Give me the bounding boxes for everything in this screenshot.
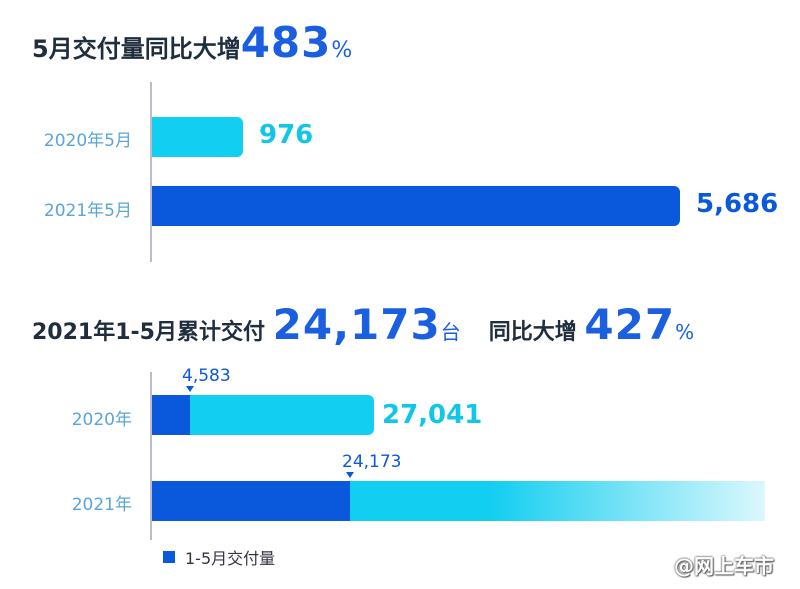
watermark-logo: @网上车市 xyxy=(674,554,774,578)
section2-title-unit: 台 xyxy=(440,320,461,344)
legend-label: 1-5月交付量 xyxy=(185,549,276,568)
chart2-bar-2020-total xyxy=(152,395,374,435)
chart1-bar-2020 xyxy=(152,117,243,157)
chart2-marker-label-2020: 4,583 xyxy=(182,366,231,386)
section2-title-value: 24,173 xyxy=(272,300,441,349)
chart1-category-2020: 2020年5月 xyxy=(43,131,132,151)
chart1-value-2021: 5,686 xyxy=(696,189,779,219)
chart1-category-2021: 2021年5月 xyxy=(43,201,132,221)
chart2-axis xyxy=(150,372,152,540)
section2-title-unit2: % xyxy=(675,320,695,344)
chart1-value-2020: 976 xyxy=(259,120,314,150)
chart2-category-2021: 2021年 xyxy=(71,495,132,515)
section2-title-value2: 427 xyxy=(584,300,676,349)
section2-title-prefix: 2021年1-5月累计交付 xyxy=(32,320,265,345)
chart2-value-2020-total: 27,041 xyxy=(382,400,483,430)
chart2-bar-2021-track xyxy=(152,481,765,521)
section1-title: 5月交付量同比大增483% xyxy=(32,18,352,67)
section1-title-value: 483 xyxy=(240,18,332,67)
chart2-marker-2020 xyxy=(186,386,194,392)
chart2-category-2020: 2020年 xyxy=(71,410,132,430)
chart2-bar-2021-ytd xyxy=(152,481,350,521)
section1-title-prefix: 5月交付量同比大增 xyxy=(32,35,241,63)
chart2-legend: 1-5月交付量 xyxy=(163,545,275,569)
chart2-marker-label-2021: 24,173 xyxy=(342,452,402,472)
section1-title-unit: % xyxy=(331,38,353,63)
section2-title: 2021年1-5月累计交付 24,173台 同比大增 427% xyxy=(32,300,694,349)
chart1-axis xyxy=(150,82,152,262)
legend-swatch xyxy=(163,551,175,563)
chart2-bar-2020-ytd xyxy=(152,395,190,435)
chart2-marker-2021 xyxy=(346,472,354,478)
section2-title-mid: 同比大增 xyxy=(488,320,577,345)
chart1-bar-2021 xyxy=(152,186,680,226)
